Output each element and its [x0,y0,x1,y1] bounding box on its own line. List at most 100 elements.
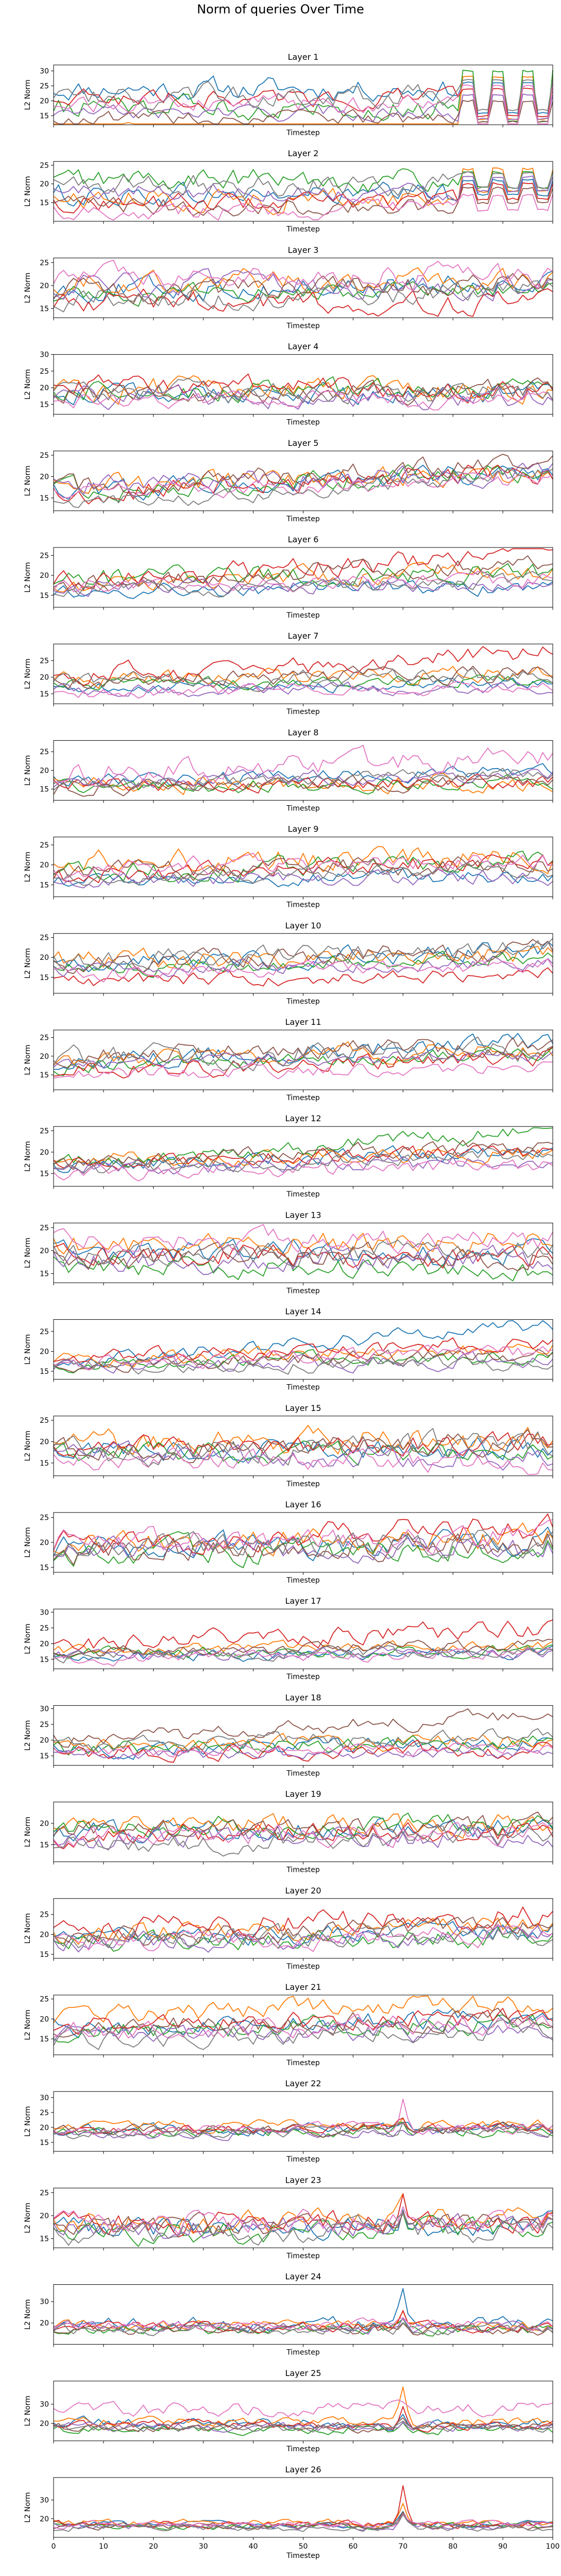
series-line [53,1239,553,1267]
x-axis-label: Timestep [286,419,320,427]
y-tick-label: 15 [40,2139,49,2147]
x-axis-label: Timestep [286,1673,320,1681]
series-line [53,1708,553,1748]
series-line [53,1037,553,1069]
layer-panel: Layer 16 15 20 25 L2 Norm Timestep [24,1500,553,1585]
figure-suptitle: Norm of queries Over Time [197,2,364,16]
series-line [53,1428,553,1467]
series-line [53,854,553,883]
y-axis-label: L2 Norm [24,852,32,882]
y-tick-label: 20 [40,2420,49,2428]
series-line [53,745,553,788]
layer-panel: Layer 6 15 20 25 L2 Norm Timestep [24,535,553,620]
series-line [53,1526,553,1561]
y-tick-label: 15 [40,881,49,889]
y-tick-label: 20 [40,2515,49,2523]
axes-frame [53,2284,553,2345]
series-line [53,2310,553,2334]
y-tick-label: 15 [40,1656,49,1664]
y-tick-label: 20 [40,2015,49,2023]
series-line [53,280,553,312]
x-axis-label: Timestep [286,2445,320,2453]
y-tick-label: 25 [40,1034,49,1042]
y-axis-label: L2 Norm [24,1720,32,1751]
series-line [53,1349,553,1373]
y-tick-label: 15 [40,1564,49,1572]
y-tick-label: 20 [40,180,49,189]
y-axis-label: L2 Norm [24,466,32,496]
series-line [53,99,553,125]
panel-title: Layer 16 [285,1500,321,1509]
series-line [53,182,553,214]
layer-panel: Layer 8 15 20 25 L2 Norm Timestep [24,727,553,812]
y-tick-label: 30 [40,1608,49,1617]
y-tick-label: 15 [40,199,49,207]
series-line [53,1144,553,1170]
y-tick-label: 25 [40,1224,49,1232]
panel-title: Layer 22 [285,2079,321,2088]
y-tick-label: 25 [40,1624,49,1633]
panel-title: Layer 20 [285,1886,321,1896]
series-line [53,468,553,508]
x-axis-label: Timestep [286,1963,320,1971]
x-axis-label: Timestep [286,1866,320,1874]
series-line [53,2511,553,2531]
series-line [53,1148,553,1174]
y-tick-label: 20 [40,282,49,290]
series-line [53,862,553,886]
series-line [53,2014,553,2039]
panel-title: Layer 15 [285,1403,321,1413]
series-line [53,1923,553,1952]
x-tick-label: 30 [199,2542,208,2551]
y-tick-label: 15 [40,1170,49,1178]
series-line [53,1906,553,1942]
y-tick-label: 25 [40,748,49,756]
y-tick-label: 30 [40,351,49,359]
layer-panel: Layer 5 15 20 25 L2 Norm Timestep [24,438,553,523]
series-line [53,1733,553,1753]
series-line [53,1639,553,1658]
layer-panel: Layer 14 15 20 25 L2 Norm Timestep [24,1307,553,1392]
y-axis-label: L2 Norm [24,176,32,207]
series-line [53,1811,553,1838]
series-line [53,1644,553,1659]
y-axis-label: L2 Norm [24,2106,32,2137]
series-line [53,85,553,125]
series-line [53,2420,553,2433]
series-line [53,571,553,593]
y-tick-label: 25 [40,259,49,267]
series-line [53,1822,553,1850]
layer-panel: Layer 12 15 20 25 L2 Norm Timestep [24,1114,553,1199]
x-axis-label: Timestep [286,1094,320,1102]
y-axis-label: L2 Norm [24,1044,32,1075]
panel-title: Layer 4 [288,342,319,352]
y-tick-label: 15 [40,974,49,982]
axes-frame [53,1416,553,1476]
series-line [53,377,553,406]
y-tick-label: 15 [40,1951,49,1959]
x-axis-label: Timestep [286,708,320,716]
series-line [53,945,553,970]
series-line [53,1728,553,1752]
series-line [53,1243,553,1269]
series-line [53,1647,553,1667]
y-tick-label: 20 [40,2124,49,2132]
panel-title: Layer 25 [285,2368,321,2378]
y-tick-label: 15 [40,1270,49,1278]
layer-panel: Layer 4 15 20 25 30 L2 Norm Timestep [24,342,553,427]
layer-panel: Layer 20 15 20 25 L2 Norm Timestep [24,1886,553,1971]
y-axis-label: L2 Norm [24,1913,32,1943]
panel-title: Layer 6 [288,535,319,544]
series-line [53,938,553,971]
series-line [53,93,553,123]
panel-title: Layer 24 [285,2272,321,2282]
y-tick-label: 25 [40,657,49,665]
layer-panel: Layer 21 15 20 25 L2 Norm Timestep [24,1982,553,2067]
panel-title: Layer 18 [285,1692,321,1702]
axes-frame [53,2187,553,2248]
y-axis-label: L2 Norm [24,79,32,110]
series-line [53,1355,553,1375]
y-axis-label: L2 Norm [24,2299,32,2330]
y-tick-label: 20 [40,1931,49,1939]
x-tick-label: 90 [498,2542,507,2551]
